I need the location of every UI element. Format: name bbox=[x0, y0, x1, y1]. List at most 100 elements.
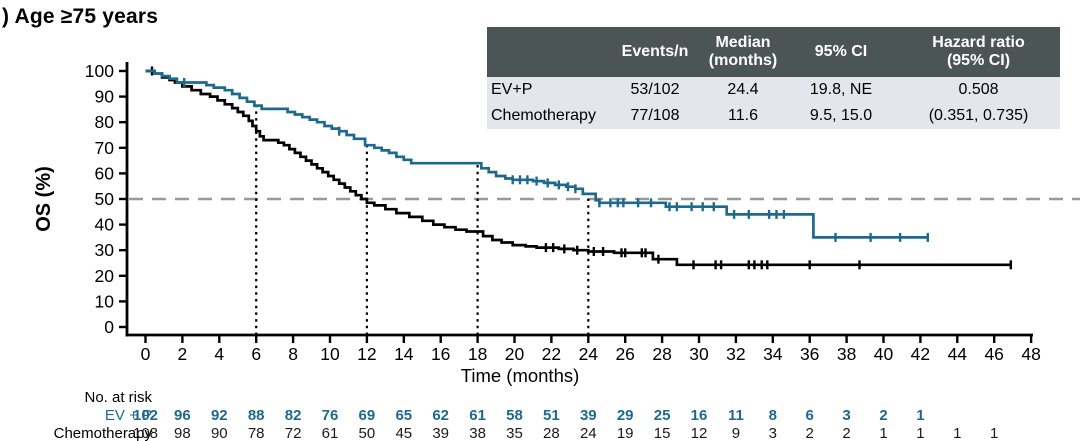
at-risk-value: 9 bbox=[731, 425, 741, 441]
x-tick-label: 12 bbox=[357, 344, 376, 364]
at-risk-value: 12 bbox=[690, 425, 708, 441]
y-tick-label: 50 bbox=[95, 189, 115, 209]
x-tick-label: 0 bbox=[141, 344, 151, 364]
evp-survival-curve bbox=[145, 69, 928, 239]
chemo-median: 11.6 bbox=[701, 103, 785, 129]
x-tick-label: 40 bbox=[874, 344, 894, 364]
x-tick-label: 22 bbox=[542, 344, 561, 364]
summary-table: Events/n Median (months) 95% CI Hazard r… bbox=[487, 27, 1060, 129]
at-risk-value: 28 bbox=[543, 425, 560, 441]
at-risk-value: 96 bbox=[174, 407, 191, 424]
y-tick-label: 20 bbox=[95, 266, 115, 286]
at-risk-value: 1 bbox=[916, 425, 925, 441]
y-tick-label: 80 bbox=[95, 112, 115, 132]
at-risk-value: 69 bbox=[358, 407, 376, 424]
evp-95ci: 19.8, NE bbox=[785, 77, 897, 103]
x-tick-label: 26 bbox=[615, 344, 634, 364]
at-risk-value: 19 bbox=[616, 425, 634, 441]
chemo-95ci: 9.5, 15.0 bbox=[785, 103, 897, 129]
y-tick-label: 60 bbox=[95, 163, 115, 183]
at-risk-value: 15 bbox=[653, 425, 671, 441]
x-tick-label: 38 bbox=[837, 344, 856, 364]
at-risk-value: 6 bbox=[805, 407, 814, 424]
y-tick-label: 100 bbox=[85, 61, 114, 81]
evp-median: 24.4 bbox=[701, 77, 785, 103]
at-risk-value: 76 bbox=[321, 407, 339, 424]
x-tick-label: 30 bbox=[689, 344, 709, 364]
at-risk-value: 16 bbox=[690, 407, 708, 424]
at-risk-value: 25 bbox=[653, 407, 671, 424]
at-risk-value: 2 bbox=[879, 407, 888, 424]
header-hazard-ratio: Hazard ratio (95% CI) bbox=[897, 27, 1060, 77]
header-median-months: Median (months) bbox=[701, 27, 785, 77]
at-risk-value: 45 bbox=[395, 425, 413, 441]
evp-hazard-ratio: 0.508 bbox=[897, 77, 1060, 103]
x-tick-label: 8 bbox=[288, 344, 298, 364]
x-tick-label: 28 bbox=[652, 344, 671, 364]
at-risk-value: 1 bbox=[879, 425, 888, 441]
at-risk-value: 65 bbox=[395, 407, 413, 424]
x-tick-label: 2 bbox=[178, 344, 188, 364]
at-risk-row-chemo: 108 98 90 78 72 61 50 45 39 38 35 28 24 19 15 12 9 3 2 2 1 1 1… bbox=[0, 425, 1080, 441]
x-tick-label: 46 bbox=[984, 344, 1003, 364]
at-risk-value: 72 bbox=[284, 425, 302, 441]
at-risk-value: 35 bbox=[506, 425, 523, 441]
panel-title: ) Age ≥75 years bbox=[2, 5, 159, 28]
x-axis-title: Time (months) bbox=[461, 365, 580, 386]
at-risk-value: 62 bbox=[432, 407, 450, 424]
row-label-chemo: Chemotherapy bbox=[487, 103, 609, 129]
at-risk-title: No. at risk bbox=[84, 389, 152, 406]
at-risk-value: 39 bbox=[579, 407, 597, 424]
at-risk-row-evp: 102 96 92 88 82 76 69 65 62 61 58 51 39 29 25 16 11 8 6 3 2 1 bbox=[0, 407, 1080, 424]
at-risk-value: 102 bbox=[132, 407, 159, 424]
x-tick-label: 16 bbox=[431, 344, 450, 364]
at-risk-value: 50 bbox=[358, 425, 376, 441]
at-risk-value: 90 bbox=[210, 425, 228, 441]
y-axis-title: OS (%) bbox=[33, 166, 55, 232]
at-risk-label-chemo: Chemotherapy bbox=[53, 425, 152, 441]
at-risk-value: 3 bbox=[842, 407, 851, 424]
y-tick-label: 90 bbox=[95, 87, 115, 107]
at-risk-value: 1 bbox=[916, 407, 925, 424]
y-tick-label: 0 bbox=[104, 317, 114, 337]
x-tick-label: 14 bbox=[394, 344, 414, 364]
chemo-survival-curve bbox=[145, 69, 1011, 267]
y-tick-label: 70 bbox=[95, 138, 115, 158]
header-blank bbox=[487, 27, 609, 77]
at-risk-value: 61 bbox=[469, 407, 486, 424]
y-tick-label: 40 bbox=[95, 215, 115, 235]
row-label-evp: EV+P bbox=[487, 77, 609, 103]
x-tick-label: 48 bbox=[1021, 344, 1040, 364]
x-tick-label: 18 bbox=[468, 344, 487, 364]
summary-row-evp: EV+P 53/102 24.4 19.8, NE 0.508 bbox=[487, 77, 1060, 103]
at-risk-value: 88 bbox=[247, 407, 265, 424]
header-95ci: 95% CI bbox=[785, 27, 897, 77]
at-risk-value: 58 bbox=[506, 407, 523, 424]
at-risk-value: 51 bbox=[543, 407, 560, 424]
x-tick-label: 42 bbox=[911, 344, 930, 364]
at-risk-value: 8 bbox=[768, 407, 777, 424]
header-events-n: Events/n bbox=[609, 27, 701, 77]
at-risk-value: 3 bbox=[768, 425, 777, 441]
summary-row-chemo: Chemotherapy 77/108 11.6 9.5, 15.0 (0.35… bbox=[487, 103, 1060, 129]
at-risk-value: 82 bbox=[284, 407, 302, 424]
at-risk-value: 108 bbox=[132, 425, 159, 441]
at-risk-value: 24 bbox=[579, 425, 597, 441]
x-tick-label: 44 bbox=[948, 344, 968, 364]
x-tick-label: 34 bbox=[763, 344, 783, 364]
at-risk-value: 92 bbox=[210, 407, 228, 424]
at-risk-label-evp: EV + P bbox=[104, 407, 152, 424]
at-risk-value: 29 bbox=[616, 407, 634, 424]
evp-events-n: 53/102 bbox=[609, 77, 701, 103]
at-risk-value: 39 bbox=[432, 425, 450, 441]
x-tick-label: 24 bbox=[579, 344, 599, 364]
at-risk-value: 98 bbox=[174, 425, 191, 441]
at-risk-value: 11 bbox=[727, 407, 744, 424]
at-risk-value: 78 bbox=[247, 425, 265, 441]
at-risk-value: 2 bbox=[805, 425, 814, 441]
at-risk-value: 61 bbox=[321, 425, 339, 441]
x-tick-label: 32 bbox=[726, 344, 745, 364]
x-tick-label: 4 bbox=[214, 344, 224, 364]
x-tick-label: 20 bbox=[505, 344, 525, 364]
